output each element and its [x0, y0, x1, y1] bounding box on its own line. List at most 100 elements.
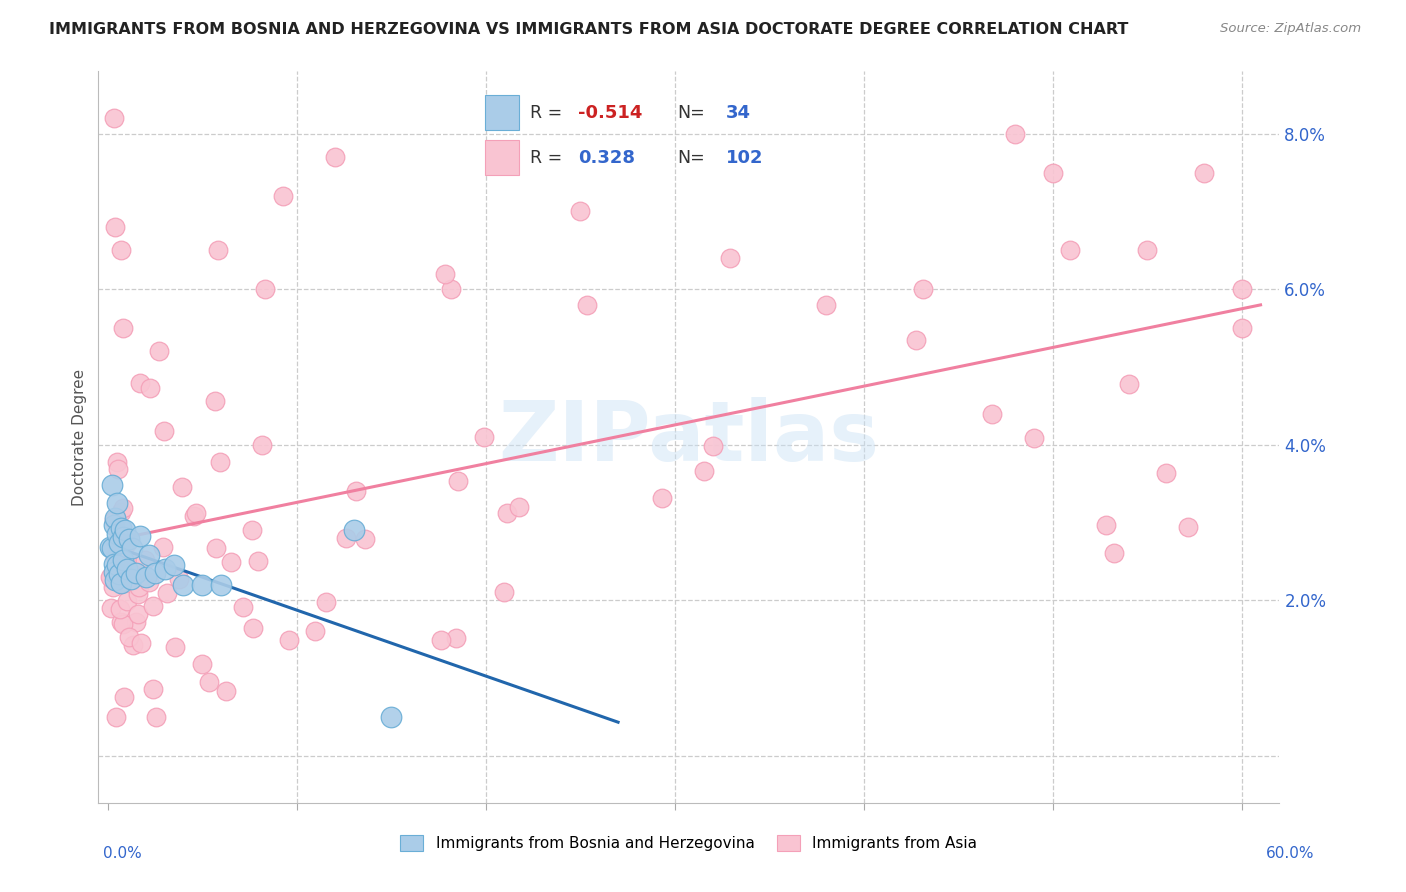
Point: [184, 506, 207, 520]
Point: [129, 636, 152, 650]
Point: [111, 530, 134, 544]
Point: [702, 439, 724, 453]
Text: Source: ZipAtlas.com: Source: ZipAtlas.com: [1220, 22, 1361, 36]
Text: R =: R =: [530, 149, 562, 167]
Point: [105, 496, 128, 510]
Point: [208, 455, 231, 469]
Point: [1230, 321, 1253, 335]
Point: [209, 578, 232, 592]
Point: [207, 244, 229, 258]
Point: [103, 111, 125, 125]
Point: [112, 617, 135, 632]
Point: [911, 282, 934, 296]
Point: [104, 574, 127, 588]
Point: [232, 600, 254, 615]
Point: [152, 540, 174, 554]
Point: [128, 580, 150, 594]
Point: [495, 506, 517, 520]
Point: [135, 570, 157, 584]
Text: IMMIGRANTS FROM BOSNIA AND HERZEGOVINA VS IMMIGRANTS FROM ASIA DOCTORATE DEGREE : IMMIGRANTS FROM BOSNIA AND HERZEGOVINA V…: [49, 22, 1129, 37]
Point: [134, 553, 156, 567]
Point: [342, 524, 364, 538]
Point: [118, 532, 141, 546]
Point: [344, 483, 367, 498]
Point: [905, 333, 928, 347]
Point: [152, 424, 174, 438]
Point: [142, 682, 165, 697]
Point: [1136, 244, 1159, 258]
Point: [197, 674, 219, 689]
Point: [127, 607, 149, 621]
Point: [129, 529, 152, 543]
Point: [127, 587, 149, 601]
Point: [100, 571, 122, 585]
Text: N=: N=: [678, 104, 706, 122]
Point: [254, 282, 277, 296]
Point: [508, 500, 530, 515]
Point: [472, 430, 495, 444]
Point: [325, 150, 347, 164]
Point: [103, 518, 125, 533]
Point: [215, 684, 238, 698]
Point: [219, 555, 242, 569]
Legend: Immigrants from Bosnia and Herzegovina, Immigrants from Asia: Immigrants from Bosnia and Herzegovina, …: [394, 830, 984, 857]
Point: [1024, 431, 1046, 445]
Point: [242, 621, 264, 635]
Point: [315, 595, 337, 609]
Text: 34: 34: [725, 104, 751, 122]
Point: [100, 541, 122, 555]
Point: [153, 562, 176, 576]
Point: [103, 513, 125, 527]
Point: [118, 630, 141, 644]
Point: [110, 244, 132, 258]
Point: [1192, 165, 1215, 179]
Point: [104, 549, 127, 564]
Point: [172, 480, 194, 494]
Point: [250, 438, 273, 452]
Point: [440, 282, 463, 296]
Text: 102: 102: [725, 149, 763, 167]
Text: 60.0%: 60.0%: [1267, 847, 1315, 861]
Point: [1059, 244, 1081, 258]
Point: [1102, 546, 1125, 560]
Point: [1154, 467, 1177, 481]
Point: [492, 584, 515, 599]
Point: [115, 562, 138, 576]
Point: [568, 204, 591, 219]
Point: [121, 555, 143, 569]
Text: -0.514: -0.514: [578, 104, 643, 122]
Point: [111, 500, 134, 515]
Point: [98, 570, 121, 584]
Point: [111, 553, 134, 567]
Point: [247, 554, 270, 568]
Point: [110, 575, 132, 590]
Point: [1004, 127, 1026, 141]
Point: [693, 464, 716, 478]
Point: [204, 394, 226, 409]
Point: [167, 572, 190, 586]
Point: [720, 251, 742, 265]
Point: [103, 557, 125, 571]
Point: [651, 491, 673, 506]
Point: [143, 566, 166, 581]
Point: [447, 474, 470, 488]
Point: [1118, 376, 1140, 391]
Point: [114, 568, 136, 582]
Point: [335, 531, 357, 545]
Point: [100, 478, 122, 492]
Point: [576, 298, 599, 312]
Point: [125, 566, 148, 581]
Point: [108, 602, 131, 616]
Point: [108, 567, 131, 582]
Point: [98, 540, 121, 554]
Point: [138, 549, 160, 563]
Point: [183, 508, 205, 523]
Y-axis label: Doctorate Degree: Doctorate Degree: [72, 368, 87, 506]
Point: [380, 710, 402, 724]
Point: [139, 381, 162, 395]
Point: [240, 523, 263, 537]
Point: [1042, 165, 1064, 179]
Point: [145, 710, 167, 724]
Point: [304, 624, 326, 638]
Point: [142, 599, 165, 613]
